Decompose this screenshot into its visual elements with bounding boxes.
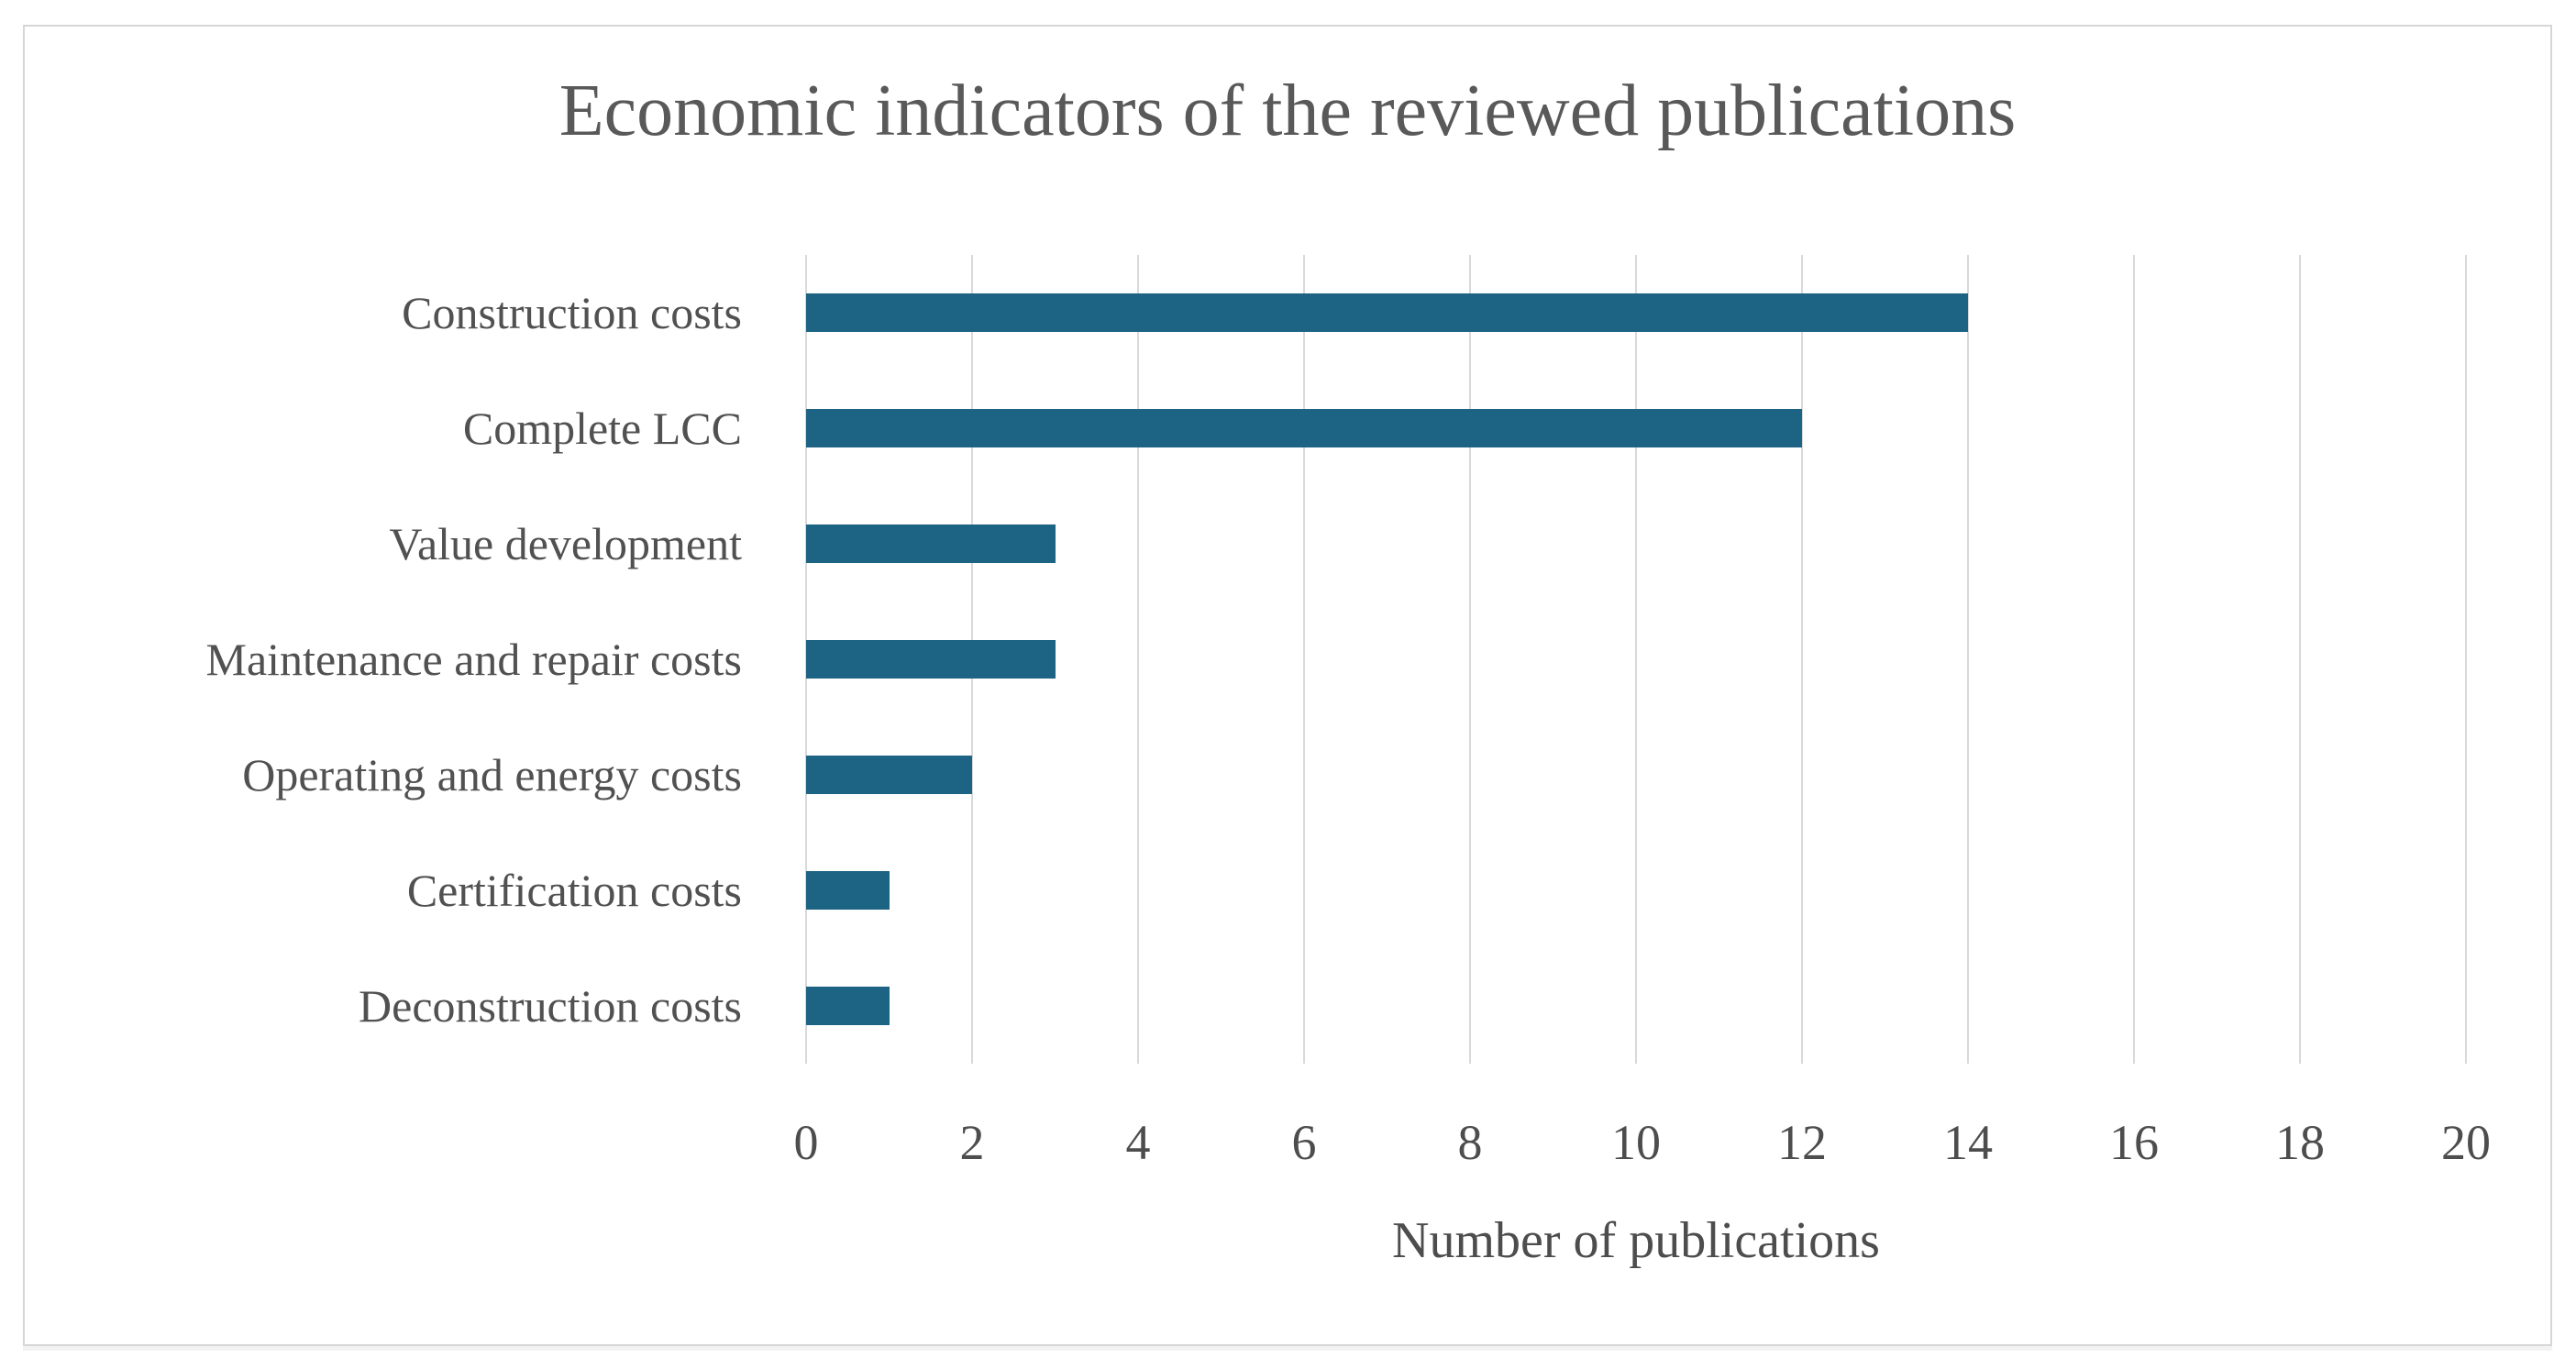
gridline — [1469, 255, 1471, 1064]
category-label: Construction costs — [402, 287, 742, 338]
bar-row: Deconstruction costs — [359, 948, 2466, 1064]
category-label: Certification costs — [406, 865, 742, 916]
bar — [806, 524, 1056, 563]
bar — [806, 293, 1968, 332]
x-tick-label: 2 — [959, 1115, 985, 1170]
bar-row: Value development — [389, 486, 2466, 602]
category-label: Value development — [389, 518, 742, 569]
gridline — [2299, 255, 2301, 1064]
bar-row: Operating and energy costs — [242, 717, 2466, 833]
gridline — [1137, 255, 1139, 1064]
bar — [806, 871, 890, 910]
gridline — [1801, 255, 1803, 1064]
x-tick-label: 18 — [2275, 1115, 2325, 1170]
category-label: Complete LCC — [462, 403, 742, 454]
x-tick-label: 0 — [793, 1115, 819, 1170]
x-tick-label: 10 — [1611, 1115, 1661, 1170]
bar-row: Complete LCC — [463, 370, 2466, 486]
x-tick-label: 16 — [2109, 1115, 2159, 1170]
bar-row: Maintenance and repair costs — [206, 602, 2466, 717]
plot-area: Construction costs Complete LCC Value deve… — [206, 255, 2467, 1064]
x-tick-label: 12 — [1777, 1115, 1827, 1170]
x-tick-label: 6 — [1291, 1115, 1317, 1170]
gridline — [1635, 255, 1637, 1064]
x-axis-ticks: 0 2 4 6 8 10 12 14 16 18 20 — [794, 1114, 2492, 1173]
x-tick-label: 4 — [1125, 1115, 1151, 1170]
bar — [806, 640, 1056, 679]
bar-row: Certification costs — [407, 833, 2466, 948]
category-label: Maintenance and repair costs — [205, 634, 742, 685]
category-label: Deconstruction costs — [359, 980, 742, 1032]
bar — [806, 409, 1802, 447]
gridline — [2133, 255, 2135, 1064]
x-tick-label: 20 — [2441, 1115, 2491, 1170]
bar — [806, 756, 972, 794]
gridline — [1303, 255, 1305, 1064]
category-label: Operating and energy costs — [242, 749, 742, 800]
chart-title: Economic indicators of the reviewed publ… — [558, 71, 2017, 151]
bar-row: Construction costs — [402, 255, 2466, 370]
x-tick-label: 14 — [1943, 1115, 1993, 1170]
x-tick-label: 8 — [1457, 1115, 1483, 1170]
gridline — [2465, 255, 2467, 1064]
chart-frame: Economic indicators of the reviewed publ… — [23, 25, 2552, 1346]
gridline — [1967, 255, 1969, 1064]
x-axis-title: Number of publications — [1392, 1212, 1880, 1269]
bar — [806, 987, 890, 1025]
